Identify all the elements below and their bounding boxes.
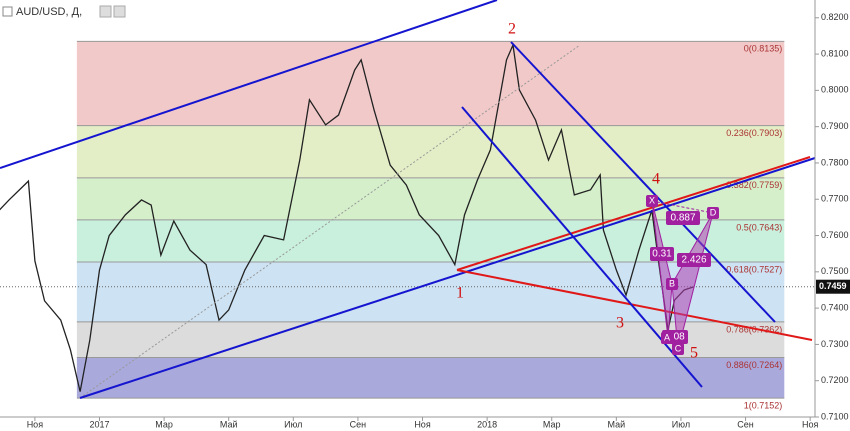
- ratio-box: [666, 211, 700, 225]
- pattern-line: [651, 200, 714, 214]
- point-box: [666, 278, 678, 290]
- point-label: A: [664, 332, 670, 342]
- fib-label: 0.382(0.7759): [726, 180, 782, 190]
- y-tick-label: 0.8100: [821, 48, 849, 58]
- channel-line: [510, 41, 776, 323]
- ratio-box: [650, 247, 674, 261]
- fib-label: 0.618(0.7527): [726, 264, 782, 274]
- y-tick-label: 0.8000: [821, 85, 849, 95]
- fib-label: 0.5(0.7643): [736, 222, 782, 232]
- trend-line: [0, 0, 498, 169]
- price-layer: [0, 42, 815, 392]
- y-tick-label: 0.7700: [821, 194, 849, 204]
- x-tick-label: Сен: [350, 419, 367, 429]
- fib-band: [76, 125, 785, 178]
- point-box: [707, 207, 719, 219]
- ratio-label: 0.08: [665, 332, 685, 343]
- y-tick-label: 0.7800: [821, 157, 849, 167]
- drawings: [0, 0, 816, 399]
- y-tick-label: 0.7300: [821, 339, 849, 349]
- annotations: 1 2 3 4 5 0.887 0.31 2.426 0.08 X A B C …: [456, 21, 719, 362]
- fib-label: 0.886(0.7264): [726, 360, 782, 370]
- wave-label: 1: [456, 285, 464, 302]
- point-box: [646, 195, 658, 207]
- wave-label: 5: [690, 345, 698, 362]
- y-tick-label: 0.7500: [821, 266, 849, 276]
- settings-icon[interactable]: [99, 5, 112, 18]
- x-tick-label: Май: [608, 419, 626, 429]
- y-tick-label: 0.7100: [821, 411, 849, 421]
- point-label: B: [669, 278, 675, 288]
- ratio-label: 0.31: [652, 249, 672, 260]
- fib-label: 0(0.8135): [744, 44, 783, 54]
- x-tick-label: 2017: [89, 419, 109, 429]
- x-tick-label: Ноя: [27, 419, 44, 429]
- wave-label: 4: [652, 171, 660, 188]
- last-price-box: [816, 279, 850, 294]
- y-tick-label: 0.7400: [821, 302, 849, 312]
- point-box: [661, 332, 673, 344]
- trend-line: [79, 157, 816, 399]
- ratio-label: 0.887: [670, 213, 695, 224]
- fib-band: [76, 41, 785, 126]
- ratio-label: 2.426: [681, 255, 706, 266]
- pattern-triangle: [671, 212, 714, 351]
- x-tick-label: Сен: [737, 419, 754, 429]
- collapse-icon[interactable]: [2, 6, 13, 17]
- trend-line: [456, 156, 811, 271]
- last-price-label: 0.7459: [819, 281, 847, 291]
- trend-line: [456, 269, 813, 341]
- y-tick-label: 0.8200: [821, 12, 849, 22]
- price-line: [0, 42, 695, 392]
- point-box: [672, 343, 684, 355]
- chart-title: AUD/USD, Д,: [16, 6, 82, 18]
- x-tick-label: Июл: [284, 419, 302, 429]
- settings-icon[interactable]: [113, 5, 126, 18]
- wave-label: 2: [508, 21, 516, 38]
- point-label: X: [649, 195, 655, 205]
- point-label: D: [710, 207, 717, 217]
- fib-label: 1(0.7152): [744, 401, 783, 411]
- y-tick-label: 0.7200: [821, 375, 849, 385]
- x-tick-label: Май: [220, 419, 238, 429]
- point-label: C: [675, 343, 682, 353]
- fib-band: [76, 357, 785, 399]
- ratio-box: [677, 253, 711, 267]
- x-tick-label: Июл: [672, 419, 690, 429]
- fib-bands: 0(0.8135) 0.236(0.7903) 0.382(0.7759) 0.5(0…: [76, 40, 785, 411]
- x-tick-label: Мар: [543, 419, 561, 429]
- pattern-triangle: [651, 200, 673, 339]
- x-tick-label: Ноя: [414, 419, 431, 429]
- x-tick-label: Мар: [155, 419, 173, 429]
- y-tick-label: 0.7600: [821, 230, 849, 240]
- fib-label: 0.236(0.7903): [726, 128, 782, 138]
- x-tick-label: Ноя: [802, 419, 819, 429]
- x-tick-label: 2018: [477, 419, 497, 429]
- wave-label: 3: [616, 315, 624, 332]
- y-tick-label: 0.7900: [821, 121, 849, 131]
